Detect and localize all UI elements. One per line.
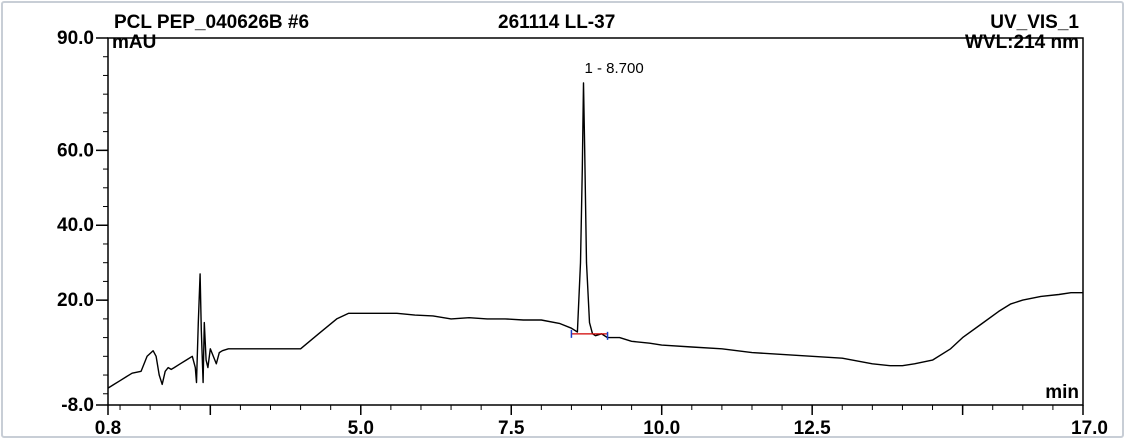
y-tick-label: 60.0 xyxy=(57,140,94,161)
axes-group: -8.0 20.0 40.0 60.0 90.0 0.8 5.0 7.5 10.0 12.5 17.… xyxy=(57,28,1108,439)
y-tick-label: 90.0 xyxy=(57,28,94,49)
x-tick-label: 0.8 xyxy=(95,418,121,439)
chromatogram-trace xyxy=(107,82,1083,389)
x-tick-label: 5.0 xyxy=(348,418,374,439)
y-tick-label: 40.0 xyxy=(57,215,94,236)
peak-label: 1 - 8.700 xyxy=(584,60,643,77)
x-tick-label: 7.5 xyxy=(498,418,525,439)
wavelength-label: WVL:214 nm xyxy=(965,32,1079,53)
x-tick-label: 12.5 xyxy=(794,418,831,439)
y-tick-label: -8.0 xyxy=(61,395,94,416)
sample-name: PCL PEP_040626B #6 xyxy=(114,12,309,33)
x-tick-label: 17.0 xyxy=(1071,418,1108,439)
series-group: 1 - 8.700 xyxy=(107,60,1083,389)
y-unit-label: mAU xyxy=(112,32,156,53)
plot-area xyxy=(107,37,1084,406)
channel-name: UV_VIS_1 xyxy=(990,12,1079,33)
x-tick-label: 10.0 xyxy=(643,418,680,439)
y-tick-label: 20.0 xyxy=(57,290,94,311)
x-unit-label: min xyxy=(1045,382,1079,403)
injection-name: 261114 LL-37 xyxy=(498,12,615,33)
